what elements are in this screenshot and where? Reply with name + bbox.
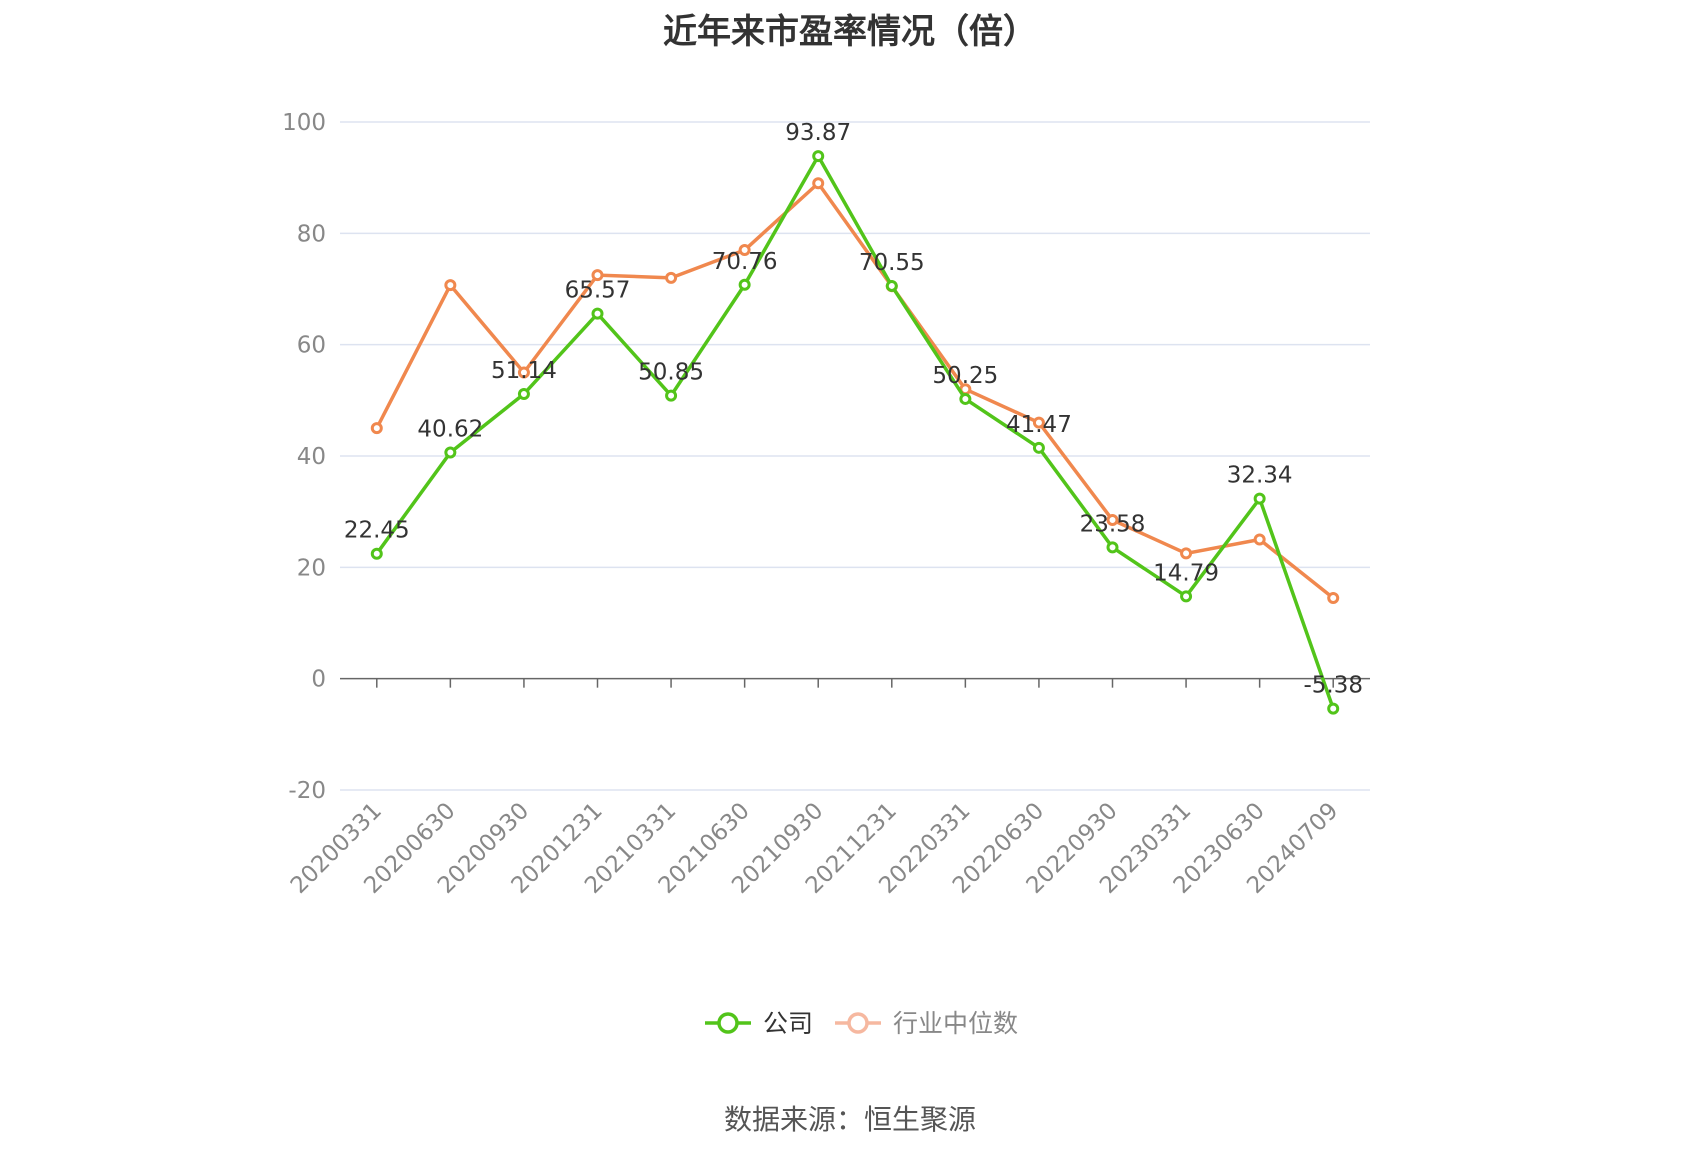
y-tick-label: -20 bbox=[288, 778, 326, 804]
data-point bbox=[1180, 547, 1193, 560]
data-label: -5.38 bbox=[1303, 673, 1363, 699]
data-label: 32.34 bbox=[1227, 463, 1293, 489]
data-point bbox=[665, 389, 678, 402]
data-label: 51.14 bbox=[491, 358, 557, 384]
data-label: 22.45 bbox=[344, 518, 410, 544]
data-point bbox=[1180, 590, 1193, 603]
data-label: 40.62 bbox=[417, 417, 483, 443]
data-point bbox=[1032, 441, 1045, 454]
data-point bbox=[665, 271, 678, 284]
data-point bbox=[1106, 514, 1119, 527]
data-label: 70.76 bbox=[712, 249, 778, 275]
x-axis bbox=[340, 677, 1370, 688]
legend-item[interactable]: 行业中位数 bbox=[835, 1009, 1018, 1038]
chart-title: 近年来市盈率情况（倍） bbox=[663, 12, 1037, 52]
y-axis-ticks: -20 0 20 40 60 80 100 bbox=[282, 110, 326, 804]
data-point bbox=[370, 547, 383, 560]
data-point bbox=[812, 150, 825, 163]
data-point bbox=[738, 244, 751, 257]
source-note: 数据来源：恒生聚源 bbox=[723, 1103, 976, 1136]
data-point bbox=[444, 446, 457, 459]
legend-marker bbox=[847, 1012, 869, 1034]
data-label: 14.79 bbox=[1153, 560, 1219, 586]
y-tick-label: 0 bbox=[311, 667, 326, 693]
legend-label: 行业中位数 bbox=[893, 1009, 1018, 1038]
data-label: 23.58 bbox=[1080, 511, 1146, 537]
data-labels: 22.45 40.62 51.14 65.57 50.85 70.76 93.87 70.55… bbox=[344, 120, 1363, 698]
data-point bbox=[1253, 533, 1266, 546]
series-lines bbox=[370, 150, 1340, 715]
y-tick-label: 100 bbox=[282, 110, 326, 136]
data-point bbox=[1106, 541, 1119, 554]
data-label: 65.57 bbox=[565, 278, 631, 304]
data-point bbox=[517, 387, 530, 400]
data-label: 50.85 bbox=[638, 360, 704, 386]
y-tick-label: 40 bbox=[297, 444, 326, 470]
data-point bbox=[1032, 416, 1045, 429]
data-label: 93.87 bbox=[785, 120, 851, 146]
series-line bbox=[375, 181, 1335, 600]
data-point bbox=[959, 392, 972, 405]
legend[interactable]: 公司 行业中位数 bbox=[705, 1009, 1018, 1038]
legend-item[interactable]: 公司 bbox=[705, 1009, 813, 1038]
data-label: 41.47 bbox=[1006, 412, 1072, 438]
data-label: 70.55 bbox=[859, 250, 925, 276]
y-tick-label: 80 bbox=[297, 221, 326, 247]
legend-label: 公司 bbox=[763, 1009, 813, 1038]
data-point bbox=[517, 366, 530, 379]
y-tick-label: 60 bbox=[297, 333, 326, 359]
data-point bbox=[444, 279, 457, 292]
data-label: 50.25 bbox=[932, 363, 998, 389]
data-point bbox=[1253, 492, 1266, 505]
y-tick-label: 20 bbox=[297, 555, 326, 581]
data-point bbox=[1327, 591, 1340, 604]
grid-lines bbox=[340, 121, 1370, 791]
data-point bbox=[885, 279, 898, 292]
data-point bbox=[370, 422, 383, 435]
data-point bbox=[1327, 702, 1340, 715]
legend-marker bbox=[717, 1012, 739, 1034]
x-axis-ticks: 2020033120200630202009302020123120210331… bbox=[286, 798, 1344, 899]
data-point bbox=[591, 307, 604, 320]
series-line bbox=[375, 154, 1335, 710]
data-point bbox=[591, 269, 604, 282]
data-point bbox=[812, 177, 825, 190]
data-point bbox=[738, 278, 751, 291]
